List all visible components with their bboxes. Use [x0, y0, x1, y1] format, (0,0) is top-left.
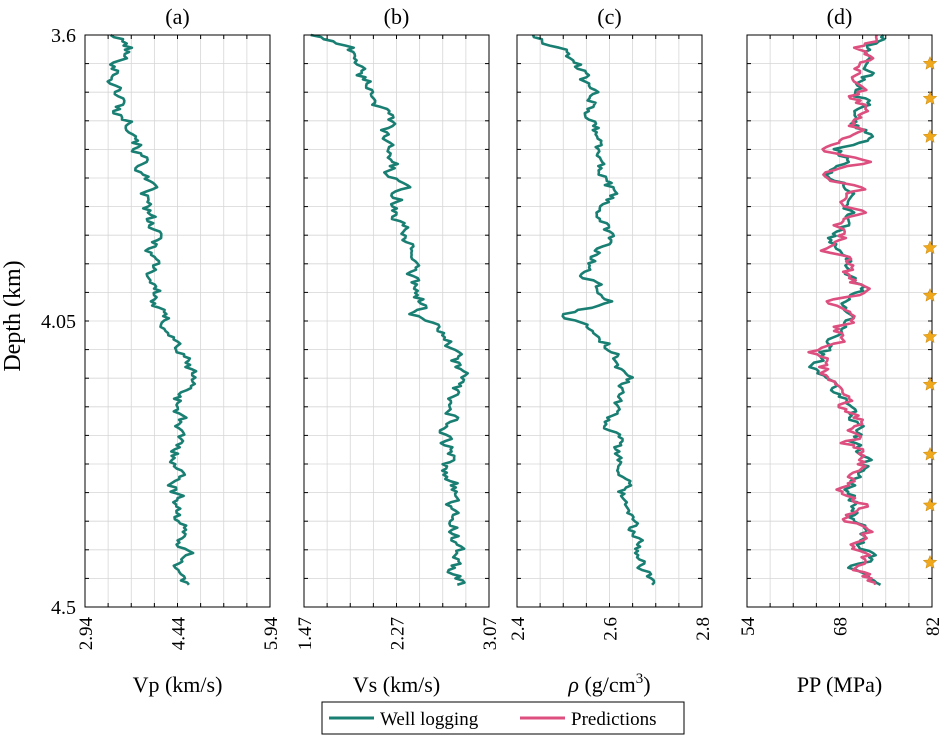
panel-2-grid	[304, 35, 489, 607]
x-tick-label: 1.47	[295, 617, 316, 650]
series-well-logging-line	[106, 33, 198, 586]
series-well-logging-line	[310, 33, 470, 587]
y-axis: 3.6 4.05 4.5	[41, 25, 76, 619]
x-tick-label: 2.8	[693, 617, 714, 641]
panel-title: (b)	[384, 4, 410, 29]
panel-title: (d)	[827, 4, 853, 29]
legend-label-predictions: Predictions	[571, 709, 657, 730]
y-axis-label: Depth (km)	[0, 260, 26, 371]
x-axis-label: Vs (km/s)	[353, 672, 440, 697]
x-tick-label: 3.07	[480, 617, 501, 650]
x-axis-label: PP (MPa)	[797, 672, 882, 697]
legend: Well logging Predictions	[321, 701, 685, 735]
panel-3-grid	[517, 35, 702, 607]
x-tick-label: 2.6	[601, 617, 622, 641]
x-tick-label: 68	[831, 617, 852, 636]
x-axis-label: Vp (km/s)	[133, 672, 223, 697]
panel-4-grid	[747, 35, 932, 607]
x-tick-label: 82	[923, 617, 941, 636]
y-tick-label: 3.6	[51, 25, 76, 47]
x-tick-label: 2.27	[388, 617, 409, 650]
panels: (a) 2.94 4.44 5.94 Vp (km/s) (b) 1.47 2.27 3.07 V…	[41, 4, 941, 697]
star-marker	[922, 329, 938, 344]
series-predictions-line	[807, 34, 879, 586]
panel-3: (c) 2.4 2.6 2.8 ρ (g/cm3)	[508, 4, 714, 697]
x-tick-label: 54	[738, 617, 759, 637]
star-marker	[922, 90, 938, 105]
marker-stars	[922, 55, 938, 569]
x-tick-label: 5.94	[261, 617, 282, 651]
star-marker	[922, 554, 938, 569]
panel-title: (a)	[165, 4, 189, 29]
star-marker	[922, 446, 938, 461]
panel-4: (d) 54 68 82 PP (MPa)	[738, 4, 941, 697]
x-axis-label: ρ (g/cm3)	[567, 671, 650, 697]
star-marker	[922, 287, 938, 302]
star-marker	[922, 376, 938, 391]
y-tick-label: 4.05	[41, 311, 76, 333]
panel-1: (a) 2.94 4.44 5.94 Vp (km/s)	[76, 4, 282, 697]
panel-2: (b) 1.47 2.27 3.07 Vs (km/s)	[295, 4, 501, 697]
x-tick-label: 2.94	[76, 617, 97, 651]
x-tick-label: 2.4	[508, 617, 529, 641]
y-tick-label: 4.5	[51, 597, 76, 619]
legend-label-well-logging: Well logging	[380, 709, 479, 730]
series-well-logging-line	[531, 34, 656, 586]
star-marker	[922, 240, 938, 255]
panel-title: (c)	[597, 4, 621, 29]
legend-box	[321, 701, 685, 735]
star-marker	[922, 497, 938, 512]
star-marker	[922, 129, 938, 143]
x-tick-label: 4.44	[169, 617, 190, 651]
star-marker	[922, 55, 938, 70]
